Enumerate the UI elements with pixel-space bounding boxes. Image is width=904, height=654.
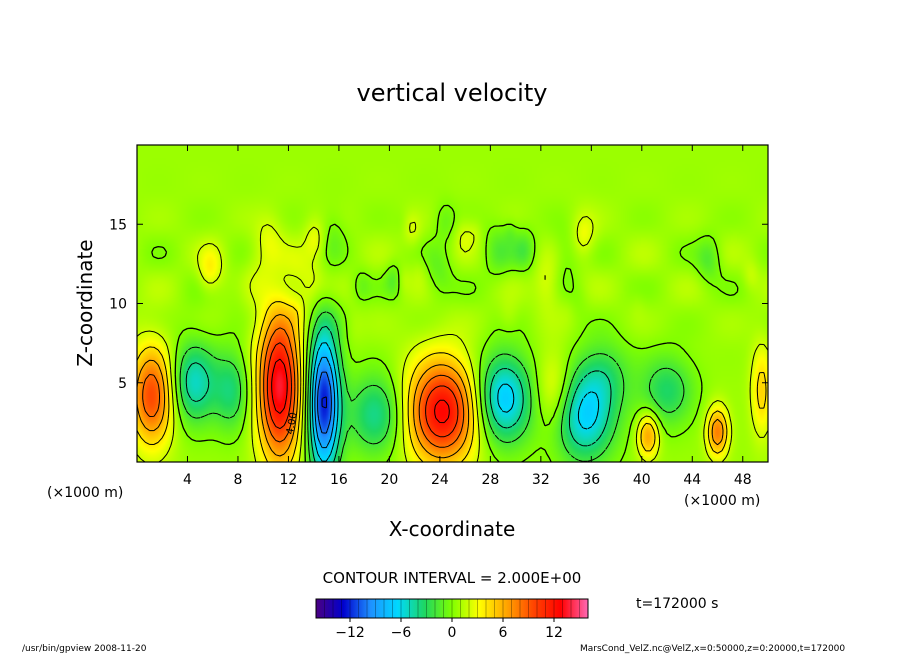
x-tick-label: 20 bbox=[380, 472, 398, 488]
x-tick-label: 40 bbox=[633, 472, 651, 488]
contour-line bbox=[317, 371, 332, 434]
contour-line bbox=[266, 342, 459, 438]
y-axis-label: Z-coordinate bbox=[73, 239, 97, 366]
x-axis-ticks: 4 8 12 16 20 24 28 32 36 40 44 48 bbox=[183, 145, 752, 488]
x-tick-label: 36 bbox=[582, 472, 600, 488]
x-tick-label: 8 bbox=[233, 472, 242, 488]
colorbar-tick-label: −6 bbox=[391, 625, 412, 641]
contour-line bbox=[314, 356, 336, 449]
x-tick-label: 4 bbox=[183, 472, 192, 488]
contour-line bbox=[137, 216, 768, 462]
colorbar-tick-label: −12 bbox=[335, 625, 365, 641]
contour-interval-label: CONTOUR INTERVAL = 2.000E+00 bbox=[323, 569, 582, 587]
colorbar-tick-label: 6 bbox=[499, 625, 508, 641]
colorbar-tick-label: 12 bbox=[545, 625, 563, 641]
x-tick-label: 44 bbox=[683, 472, 701, 488]
time-label: t=172000 s bbox=[636, 596, 718, 612]
plot-area: 4.00 bbox=[136, 144, 769, 463]
contour-line bbox=[185, 325, 612, 462]
contour-line bbox=[271, 358, 450, 424]
colorbar: −12 −6 0 6 12 bbox=[315, 598, 589, 641]
x-tick-label: 12 bbox=[280, 472, 298, 488]
velocity-field bbox=[137, 145, 768, 462]
chart-title: vertical velocity bbox=[357, 79, 548, 107]
contour-labels: 4.00 bbox=[285, 412, 300, 436]
colorbar-ticks: −12 −6 0 6 12 bbox=[335, 618, 563, 641]
contour-line bbox=[321, 396, 327, 409]
y-axis-ticks: 5 10 15 bbox=[109, 217, 768, 392]
x-axis-unit-right: (×1000 m) bbox=[684, 493, 760, 509]
y-tick-label: 5 bbox=[118, 376, 127, 392]
contour-line bbox=[179, 311, 685, 462]
contour-label: 4.00 bbox=[285, 412, 300, 436]
colorbar-tick-label: 0 bbox=[448, 625, 457, 641]
contour-line bbox=[142, 327, 465, 448]
contour-line bbox=[137, 314, 724, 459]
contour-line bbox=[137, 301, 767, 462]
footer-right: MarsCond_VelZ.nc@VelZ,x=0:50000,z=0:2000… bbox=[580, 644, 845, 654]
x-axis-unit-left: (×1000 m) bbox=[47, 485, 123, 501]
x-tick-label: 32 bbox=[532, 472, 550, 488]
contour-line bbox=[311, 342, 600, 462]
y-tick-label: 10 bbox=[109, 297, 127, 313]
x-axis-label: X-coordinate bbox=[389, 517, 516, 541]
x-tick-label: 24 bbox=[431, 472, 449, 488]
contour-lines bbox=[137, 204, 768, 462]
colorbar-dividers bbox=[324, 599, 580, 618]
footer-left: /usr/bin/gpview 2008-11-20 bbox=[22, 644, 147, 654]
x-tick-label: 48 bbox=[734, 472, 752, 488]
contour-line bbox=[151, 204, 739, 462]
x-tick-label: 28 bbox=[481, 472, 499, 488]
x-tick-label: 16 bbox=[330, 472, 348, 488]
y-tick-label: 15 bbox=[109, 217, 127, 233]
